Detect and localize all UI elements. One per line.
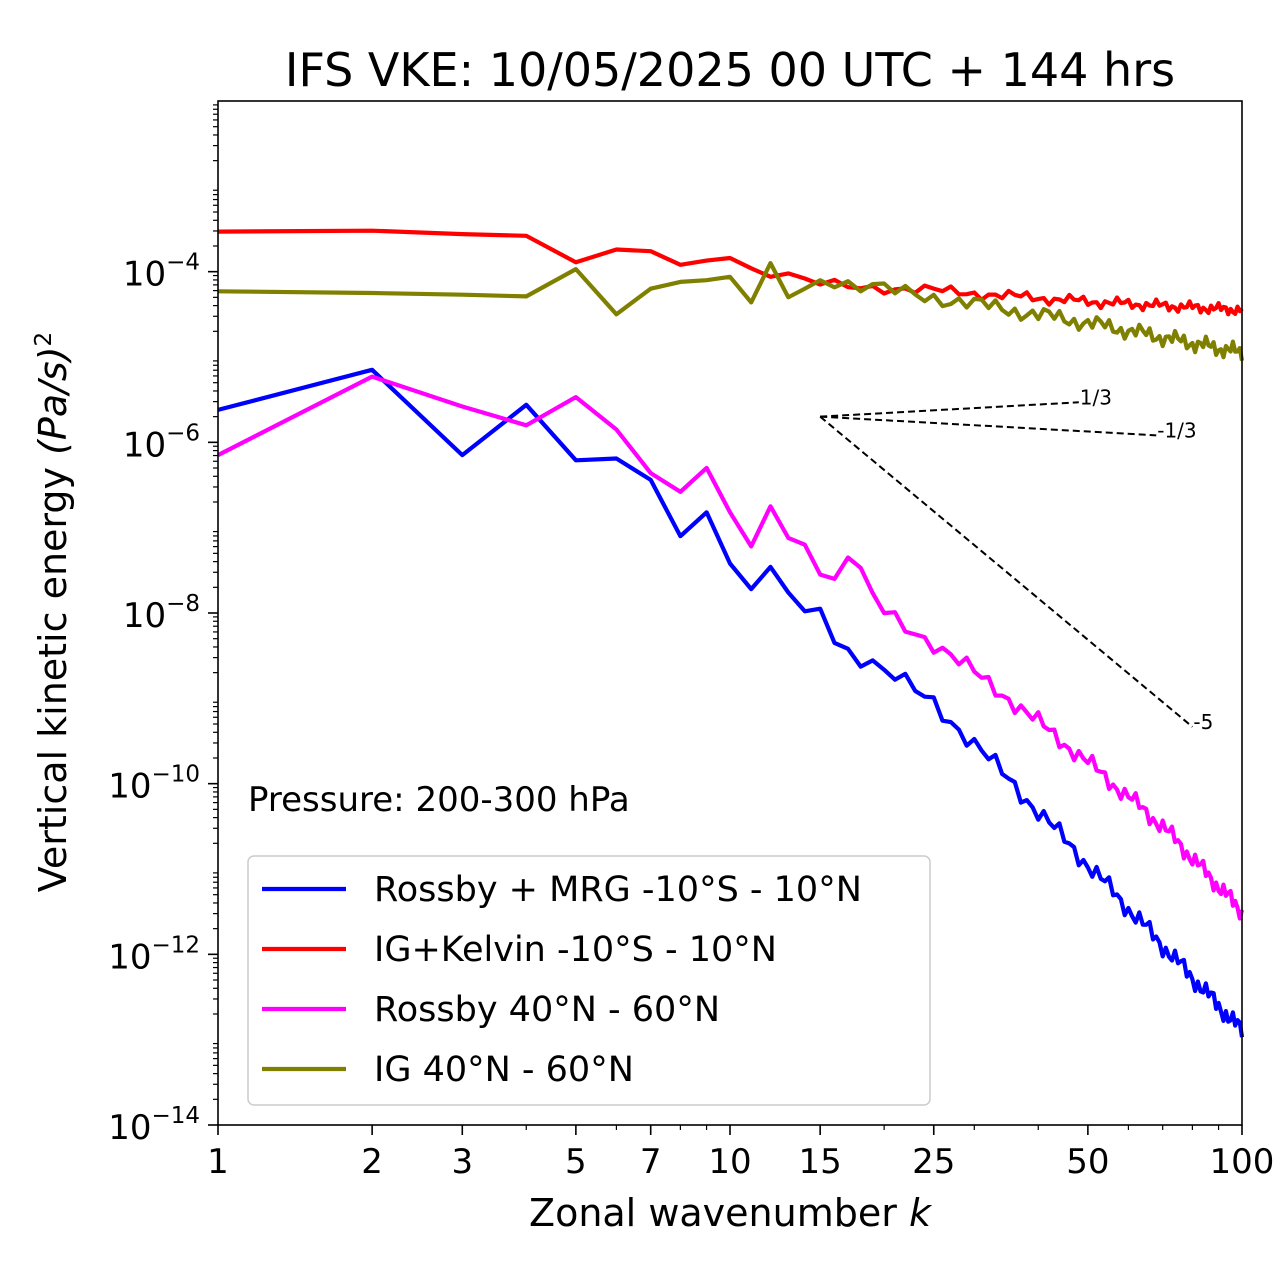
pressure-annotation: Pressure: 200-300 hPa bbox=[248, 780, 630, 820]
series-line bbox=[217, 261, 1245, 362]
legend-label: Rossby + MRG -10°S - 10°N bbox=[374, 870, 862, 910]
legend-label: IG 40°N - 60°N bbox=[374, 1050, 634, 1090]
y-axis-ticks: 10−14 10−12 10−10 10−8 10−6 10−4 bbox=[108, 104, 218, 1148]
series-line bbox=[217, 367, 1245, 1038]
legend-entries: Rossby + MRG -10°S - 10°N IG+Kelvin -10°S… bbox=[262, 870, 862, 1090]
reference-slope-label: 1/3 bbox=[1080, 385, 1112, 409]
x-tick-label: 100 bbox=[1210, 1142, 1275, 1182]
x-axis-ticks: 1 2 3 5 7 10 15 25 50 100 bbox=[207, 1125, 1274, 1182]
x-tick-label: 25 bbox=[912, 1142, 955, 1182]
y-axis-label: Vertical kinetic energy (Pa/s)2 bbox=[31, 332, 75, 892]
series-line bbox=[217, 374, 1245, 921]
x-tick-label: 50 bbox=[1066, 1142, 1109, 1182]
x-tick-label: 3 bbox=[451, 1142, 473, 1182]
legend-label: Rossby 40°N - 60°N bbox=[374, 990, 720, 1030]
legend: Rossby + MRG -10°S - 10°N IG+Kelvin -10°S… bbox=[247, 855, 931, 1106]
y-tick-label: 10−10 bbox=[108, 762, 200, 807]
reference-slope-line bbox=[819, 415, 1194, 728]
series-lines bbox=[217, 228, 1245, 1038]
x-tick-label: 5 bbox=[565, 1142, 587, 1182]
y-tick-label: 10−14 bbox=[108, 1103, 200, 1148]
reference-slope-label: -5 bbox=[1193, 710, 1213, 734]
x-tick-label: 1 bbox=[207, 1142, 229, 1182]
reference-slope-line bbox=[820, 415, 1157, 437]
series-line bbox=[217, 228, 1244, 317]
legend-label: IG+Kelvin -10°S - 10°N bbox=[374, 930, 777, 970]
y-tick-label: 10−4 bbox=[123, 250, 200, 295]
x-tick-label: 7 bbox=[640, 1142, 662, 1182]
x-tick-label: 15 bbox=[799, 1142, 842, 1182]
y-tick-label: 10−6 bbox=[123, 420, 200, 465]
y-tick-label: 10−12 bbox=[108, 932, 200, 977]
x-tick-label: 2 bbox=[361, 1142, 383, 1182]
reference-slope-label: -1/3 bbox=[1157, 418, 1196, 442]
legend-frame bbox=[247, 855, 931, 1106]
x-tick-label: 10 bbox=[708, 1142, 751, 1182]
chart-title: IFS VKE: 10/05/2025 00 UTC + 144 hrs bbox=[285, 43, 1175, 97]
reference-slope-lines: 1/3 -1/3 -5 bbox=[819, 385, 1213, 734]
reference-slope-line bbox=[820, 401, 1079, 418]
x-axis-label: Zonal wavenumber k bbox=[529, 1191, 933, 1235]
y-tick-label: 10−8 bbox=[123, 591, 200, 636]
